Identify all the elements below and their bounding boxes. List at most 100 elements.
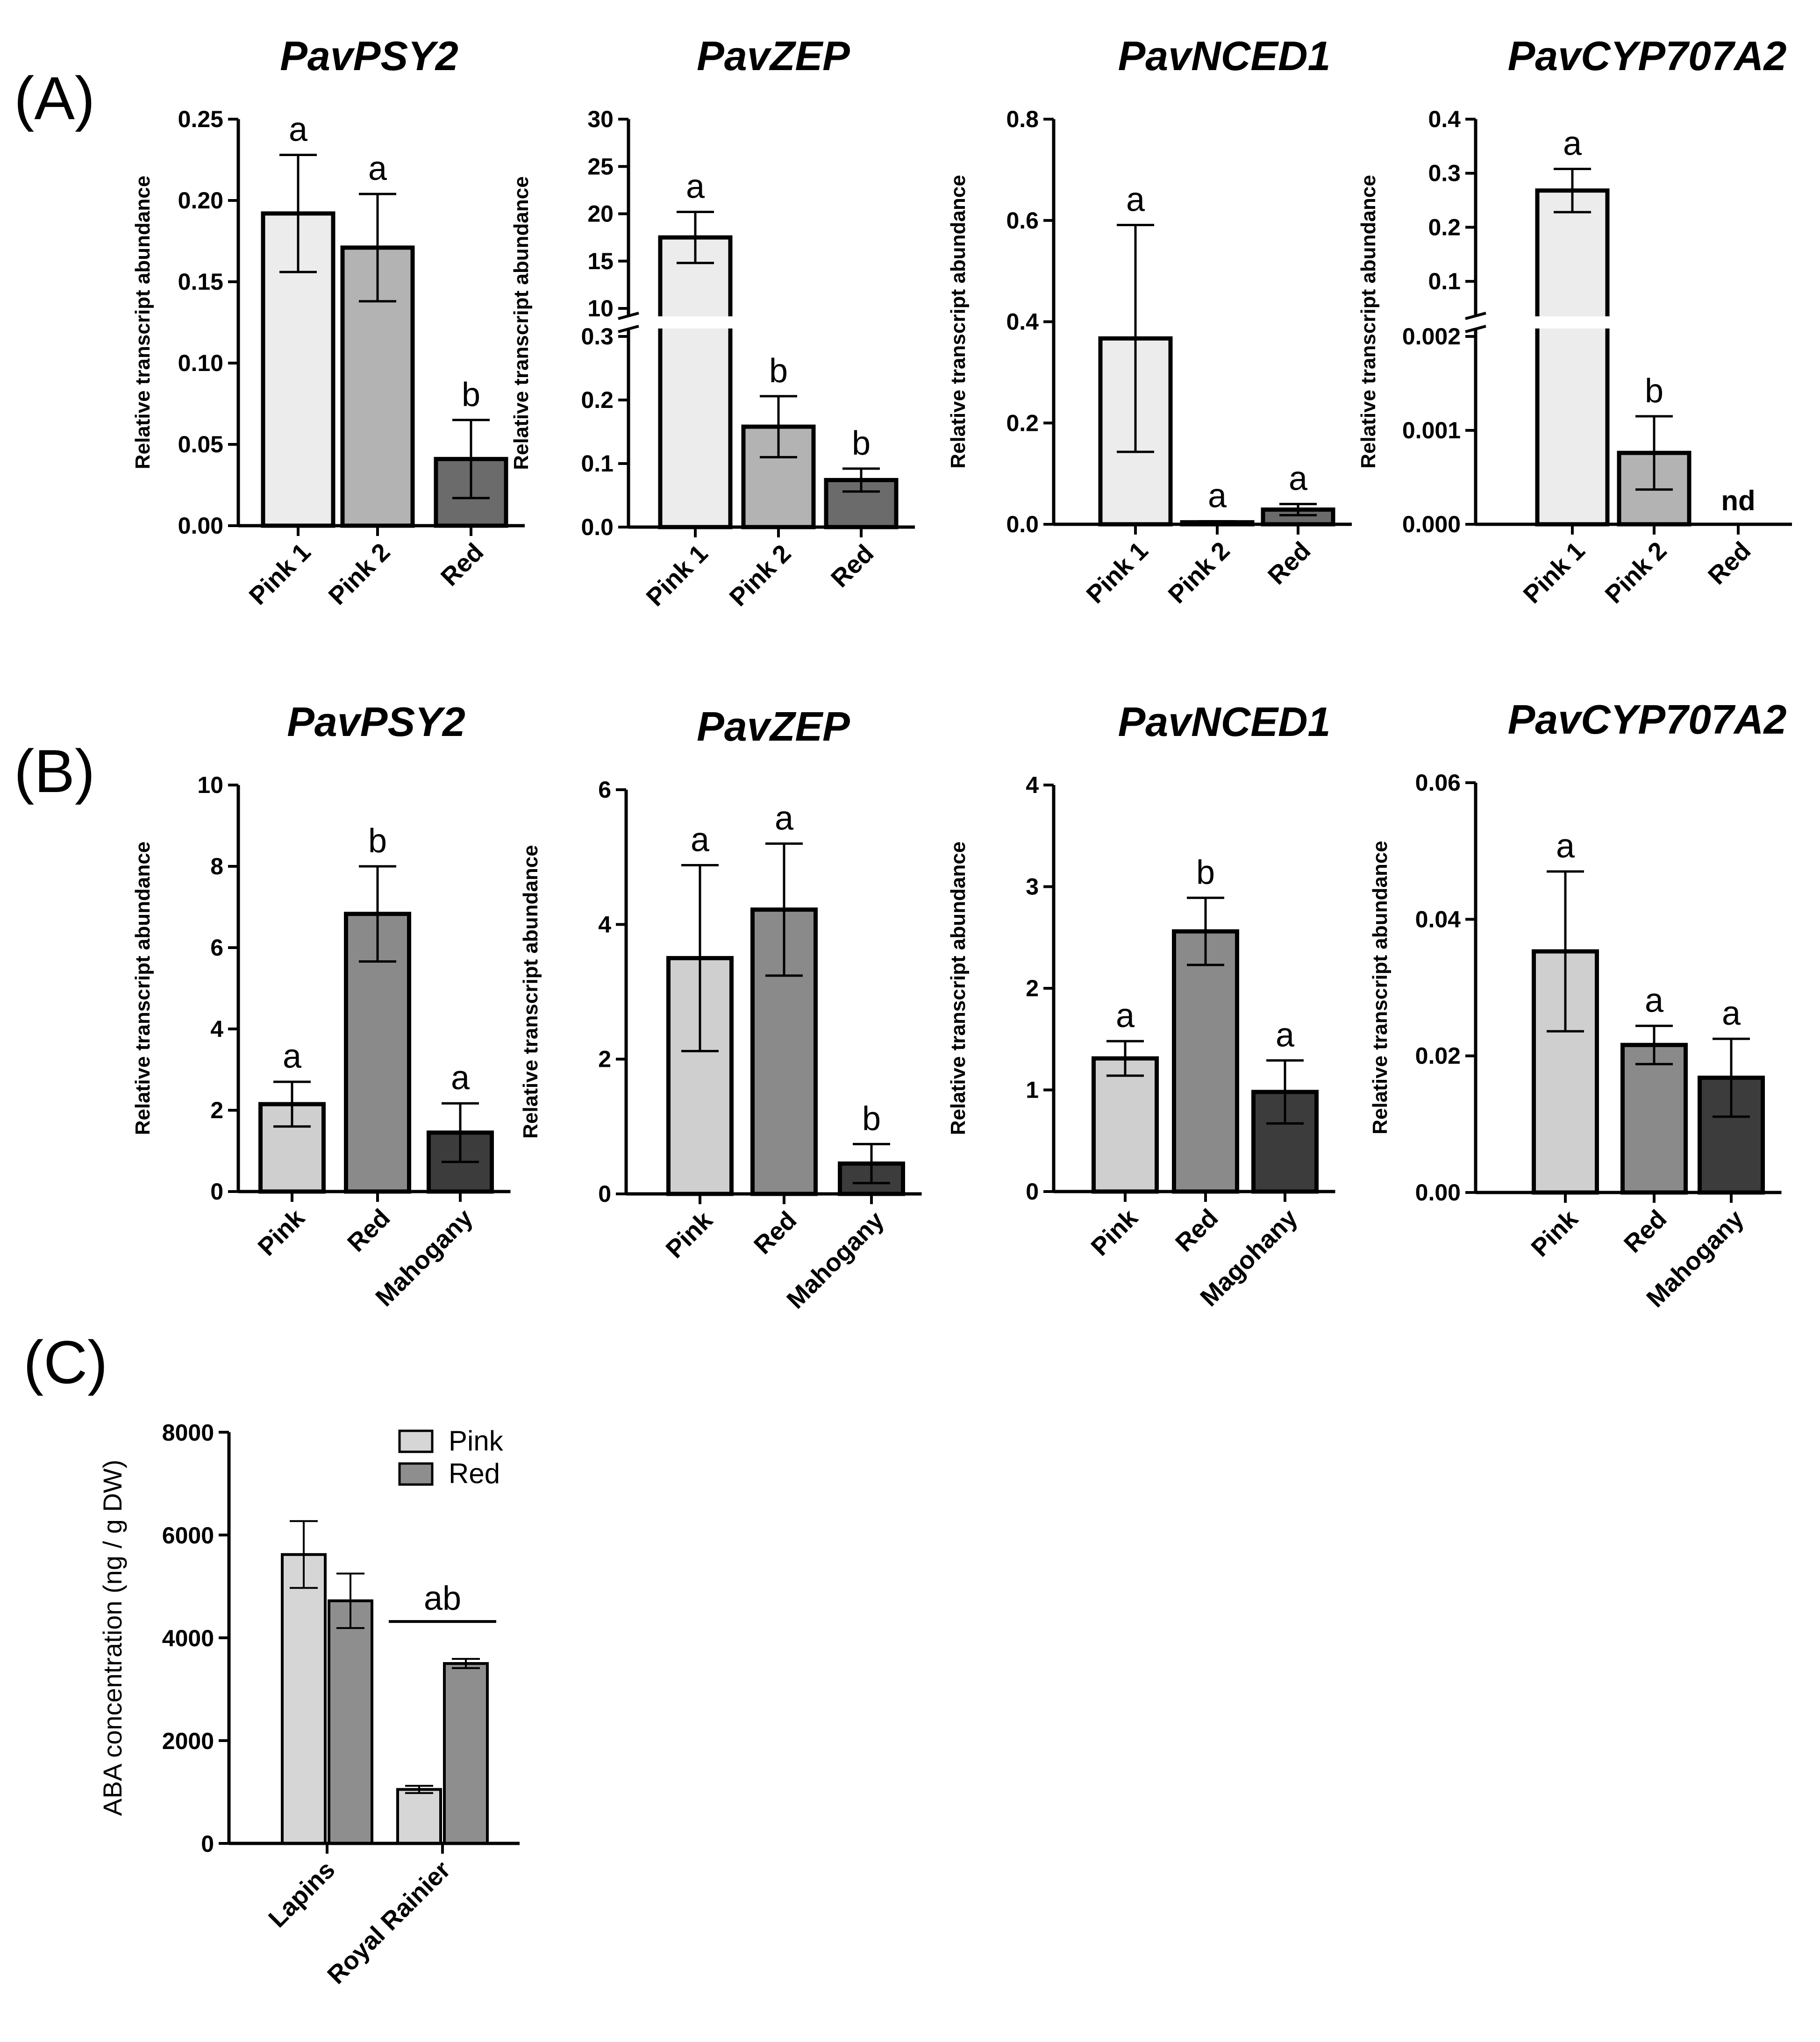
b4-bar-2 <box>1620 1042 1688 1195</box>
a3-sig-3: a <box>1289 460 1308 498</box>
a1-sig-3: b <box>462 376 480 414</box>
b4-y-tick-label-2: 0.04 <box>1415 906 1461 932</box>
b2-y-tick-label-3: 6 <box>598 777 611 803</box>
b1-sig-1: a <box>283 1038 302 1075</box>
a4-axis-break-mark-lower <box>1465 325 1486 333</box>
b3-category-2: Red <box>1170 1204 1224 1257</box>
c-legend-label-pink: Pink <box>449 1425 504 1457</box>
a4-sig-1: a <box>1563 125 1582 162</box>
a2-y-tick-label-8: 30 <box>587 106 614 132</box>
a3-y-tick-label-0: 0.0 <box>1006 511 1039 537</box>
c-category-1: Lapins <box>263 1856 340 1933</box>
a3-y-tick-label-2: 0.4 <box>1006 309 1039 335</box>
c-legend-swatch-red <box>398 1462 434 1486</box>
b4-sig-3: a <box>1722 995 1741 1032</box>
a2-axis-break-mark-lower <box>618 325 639 333</box>
a1-ylabel: Relative transcript abundance <box>131 176 154 469</box>
a3-sig-2: a <box>1208 477 1227 514</box>
a1-y-tick-label-4: 0.20 <box>178 187 223 214</box>
c-y-tick-label-4: 8000 <box>162 1420 214 1446</box>
a2-bar-1 <box>658 235 733 529</box>
panel-label-a: (A) <box>14 64 95 132</box>
a4-y-tick-label-6: 0.4 <box>1428 106 1461 132</box>
b3-sig-1: a <box>1116 997 1135 1035</box>
a2-sig-1: a <box>686 168 705 205</box>
b4-sig-2: a <box>1645 982 1664 1019</box>
b1-sig-3: a <box>451 1059 470 1097</box>
c-y-tick-label-1: 2000 <box>162 1728 214 1754</box>
a2-y-tick-label-0: 0.0 <box>581 514 614 540</box>
b1-sig-2: b <box>368 822 387 860</box>
a4-y-tick-label-3: 0.1 <box>1428 268 1461 294</box>
b3-bar-1 <box>1092 1056 1159 1194</box>
b3-y-tick-label-4: 4 <box>1026 772 1039 798</box>
b3-title: PavNCED1 <box>1118 699 1331 745</box>
b4-ylabel: Relative transcript abundance <box>1369 841 1392 1134</box>
a4-category-1: Pink 1 <box>1518 536 1591 609</box>
a4-ylabel: Relative transcript abundance <box>1357 175 1380 468</box>
a3-ylabel: Relative transcript abundance <box>947 175 970 468</box>
b4-y-tick-label-1: 0.02 <box>1415 1043 1461 1069</box>
a4-bar-1 <box>1535 188 1610 527</box>
b3-sig-2: b <box>1196 854 1215 891</box>
a2-y-tick-label-6: 20 <box>587 201 614 227</box>
b1-y-tick-label-5: 10 <box>197 772 223 798</box>
a1-y-tick-label-3: 0.15 <box>178 269 223 295</box>
a2-y-tick-label-3: 0.3 <box>581 323 614 350</box>
b4-category-2: Red <box>1619 1205 1672 1258</box>
b4-title: PavCYP707A2 <box>1508 696 1787 743</box>
c-y-tick-label-3: 6000 <box>162 1522 214 1549</box>
a2-y-tick-label-7: 25 <box>587 153 614 179</box>
b3-y-tick-label-2: 2 <box>1026 975 1039 1001</box>
b3-y-tick-label-0: 0 <box>1026 1178 1039 1205</box>
c-y-tick-label-2: 4000 <box>162 1625 214 1651</box>
c-y-tick-label-0: 0 <box>201 1831 214 1857</box>
a2-y-tick-label-5: 15 <box>587 248 614 274</box>
b3-y-tick-label-3: 3 <box>1026 874 1039 900</box>
b1-y-tick-label-3: 6 <box>210 935 223 961</box>
b2-sig-2: a <box>775 800 794 837</box>
a2-y-tick-label-4: 10 <box>587 295 614 321</box>
a2-title: PavZEP <box>697 33 850 79</box>
c-category-2: Royal Rainier <box>322 1856 456 1989</box>
c-bar-red-2 <box>443 1662 489 1845</box>
a1-sig-1: a <box>289 111 308 149</box>
a2-axis-break-mark-upper <box>618 312 639 320</box>
a3-y-tick-label-1: 0.2 <box>1006 410 1039 436</box>
c-legend-label-red: Red <box>449 1458 500 1489</box>
a4-y-tick-label-0: 0.000 <box>1402 511 1461 537</box>
b4-y-tick-label-0: 0.00 <box>1415 1179 1461 1206</box>
b1-category-2: Red <box>342 1204 396 1257</box>
b2-category-1: Pink <box>660 1206 718 1264</box>
b1-y-tick-label-4: 8 <box>210 853 223 879</box>
panel-label-c: (C) <box>23 1328 107 1396</box>
a4-y-tick-label-4: 0.2 <box>1428 214 1461 240</box>
a2-ylabel: Relative transcript abundance <box>510 176 533 470</box>
b1-y-tick-label-0: 0 <box>210 1178 223 1205</box>
b1-ylabel: Relative transcript abundance <box>131 842 154 1135</box>
a1-category-3: Red <box>435 538 489 592</box>
b1-category-1: Pink <box>252 1203 310 1261</box>
a1-title: PavPSY2 <box>280 33 458 79</box>
b1-y-tick-label-2: 4 <box>210 1016 223 1042</box>
c-bar-red-1 <box>328 1599 373 1845</box>
b1-title: PavPSY2 <box>287 699 465 745</box>
c-ylabel: ABA concentration (ng / g DW) <box>98 1460 127 1816</box>
a1-category-2: Pink 2 <box>323 538 396 610</box>
b2-y-tick-label-1: 2 <box>598 1046 611 1072</box>
a3-title: PavNCED1 <box>1118 33 1331 79</box>
b2-ylabel: Relative transcript abundance <box>519 845 542 1138</box>
b4-y-tick-label-3: 0.06 <box>1415 770 1461 796</box>
b4-category-1: Pink <box>1526 1204 1584 1262</box>
a3-category-2: Pink 2 <box>1163 536 1235 609</box>
b3-sig-3: a <box>1276 1016 1295 1054</box>
b2-category-2: Red <box>749 1206 802 1260</box>
b2-y-tick-label-2: 4 <box>598 911 611 937</box>
a1-sig-2: a <box>368 150 387 187</box>
a4-category-2: Pink 2 <box>1600 536 1672 609</box>
b3-bar-2 <box>1172 929 1239 1194</box>
a2-y-tick-label-1: 0.1 <box>581 450 614 477</box>
a4-y-tick-label-2: 0.002 <box>1402 323 1461 350</box>
a4-y-tick-label-5: 0.3 <box>1428 160 1461 186</box>
